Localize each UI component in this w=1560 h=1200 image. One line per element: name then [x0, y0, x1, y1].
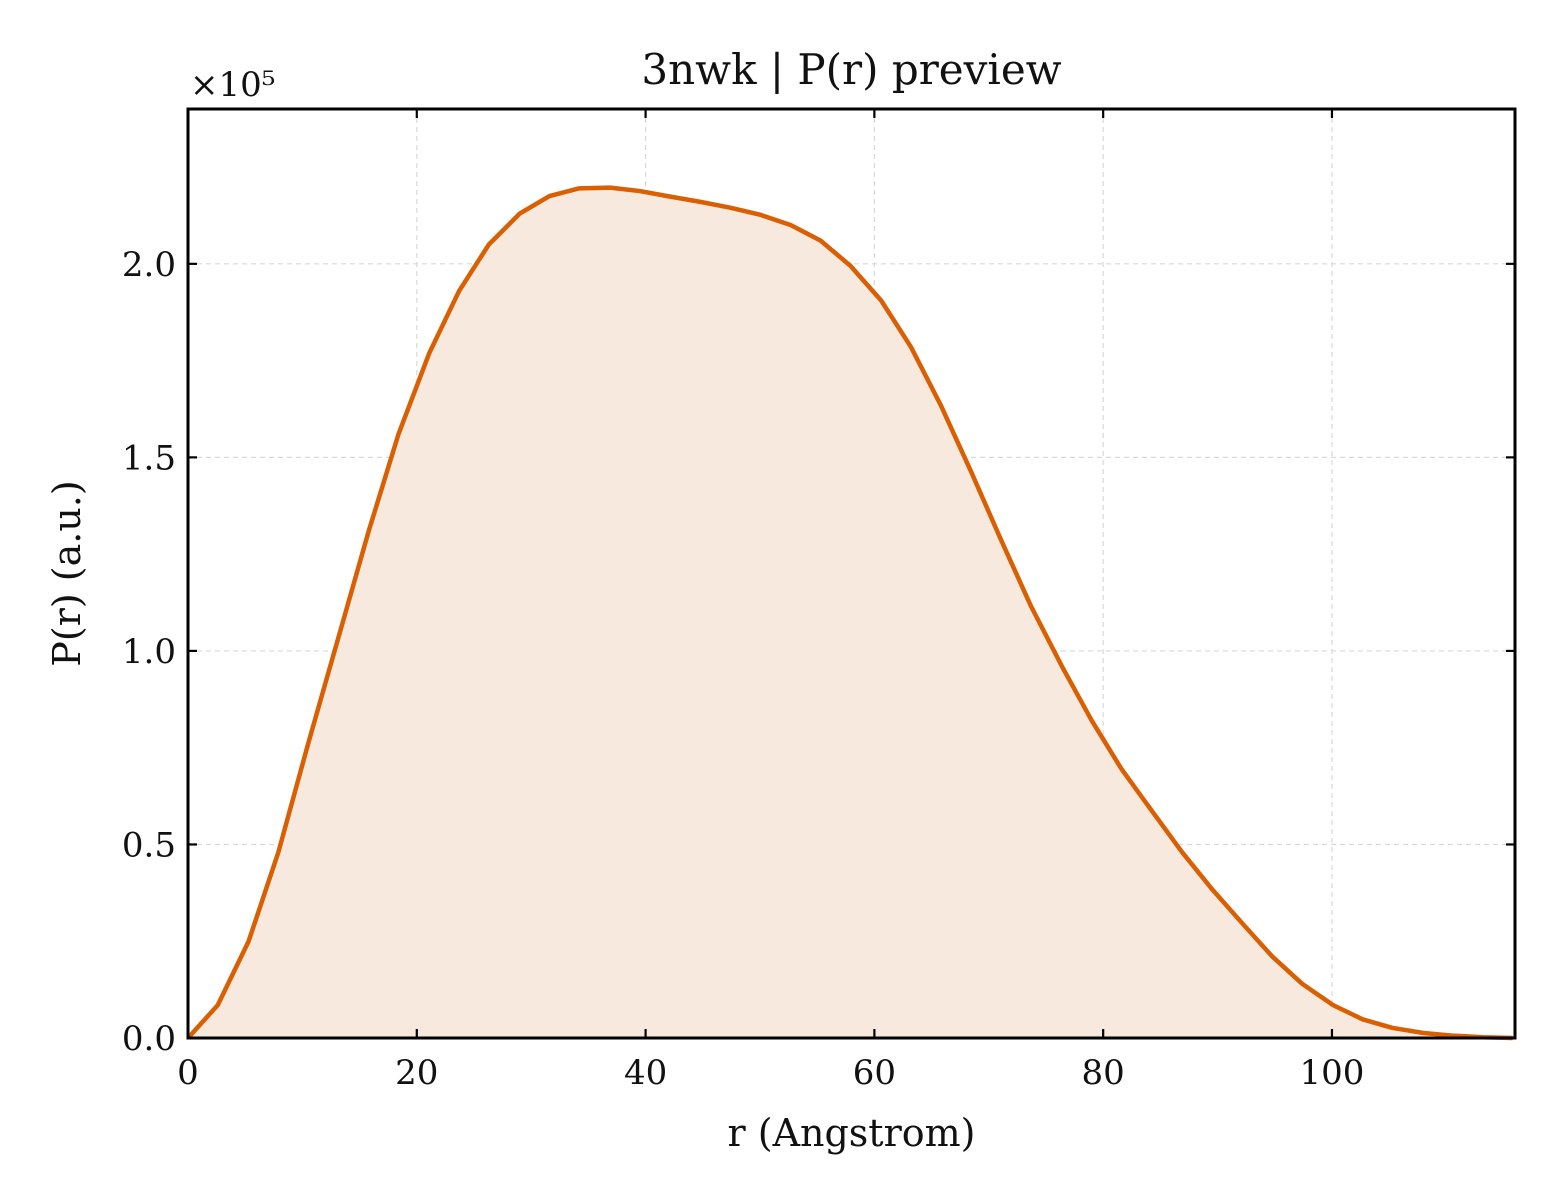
y-offset-label: ×10⁵ — [190, 65, 275, 105]
y-tick-label: 0.5 — [122, 825, 176, 865]
y-tick-label: 1.0 — [122, 632, 176, 672]
ticks: 0 20 40 60 80 100 0.0 0.5 1.0 1.5 2.0 — [122, 109, 1515, 1093]
x-tick-label: 100 — [1300, 1053, 1365, 1093]
chart-title: 3nwk | P(r) preview — [641, 45, 1061, 94]
x-tick-label: 80 — [1082, 1053, 1125, 1093]
x-tick-label: 20 — [395, 1053, 438, 1093]
pr-curve-line — [186, 185, 1513, 1041]
y-tick-label: 1.5 — [122, 438, 176, 478]
y-tick-label: 0.0 — [122, 1019, 176, 1059]
x-tick-label: 0 — [177, 1053, 199, 1093]
pr-area-fill — [188, 187, 1513, 1038]
x-tick-label: 60 — [853, 1053, 896, 1093]
y-axis-label: P(r) (a.u.) — [45, 480, 89, 666]
axes-frame — [186, 107, 1517, 1040]
x-axis-label: r (Angstrom) — [728, 1111, 976, 1155]
y-tick-label: 2.0 — [122, 245, 176, 285]
x-tick-label: 40 — [624, 1053, 667, 1093]
